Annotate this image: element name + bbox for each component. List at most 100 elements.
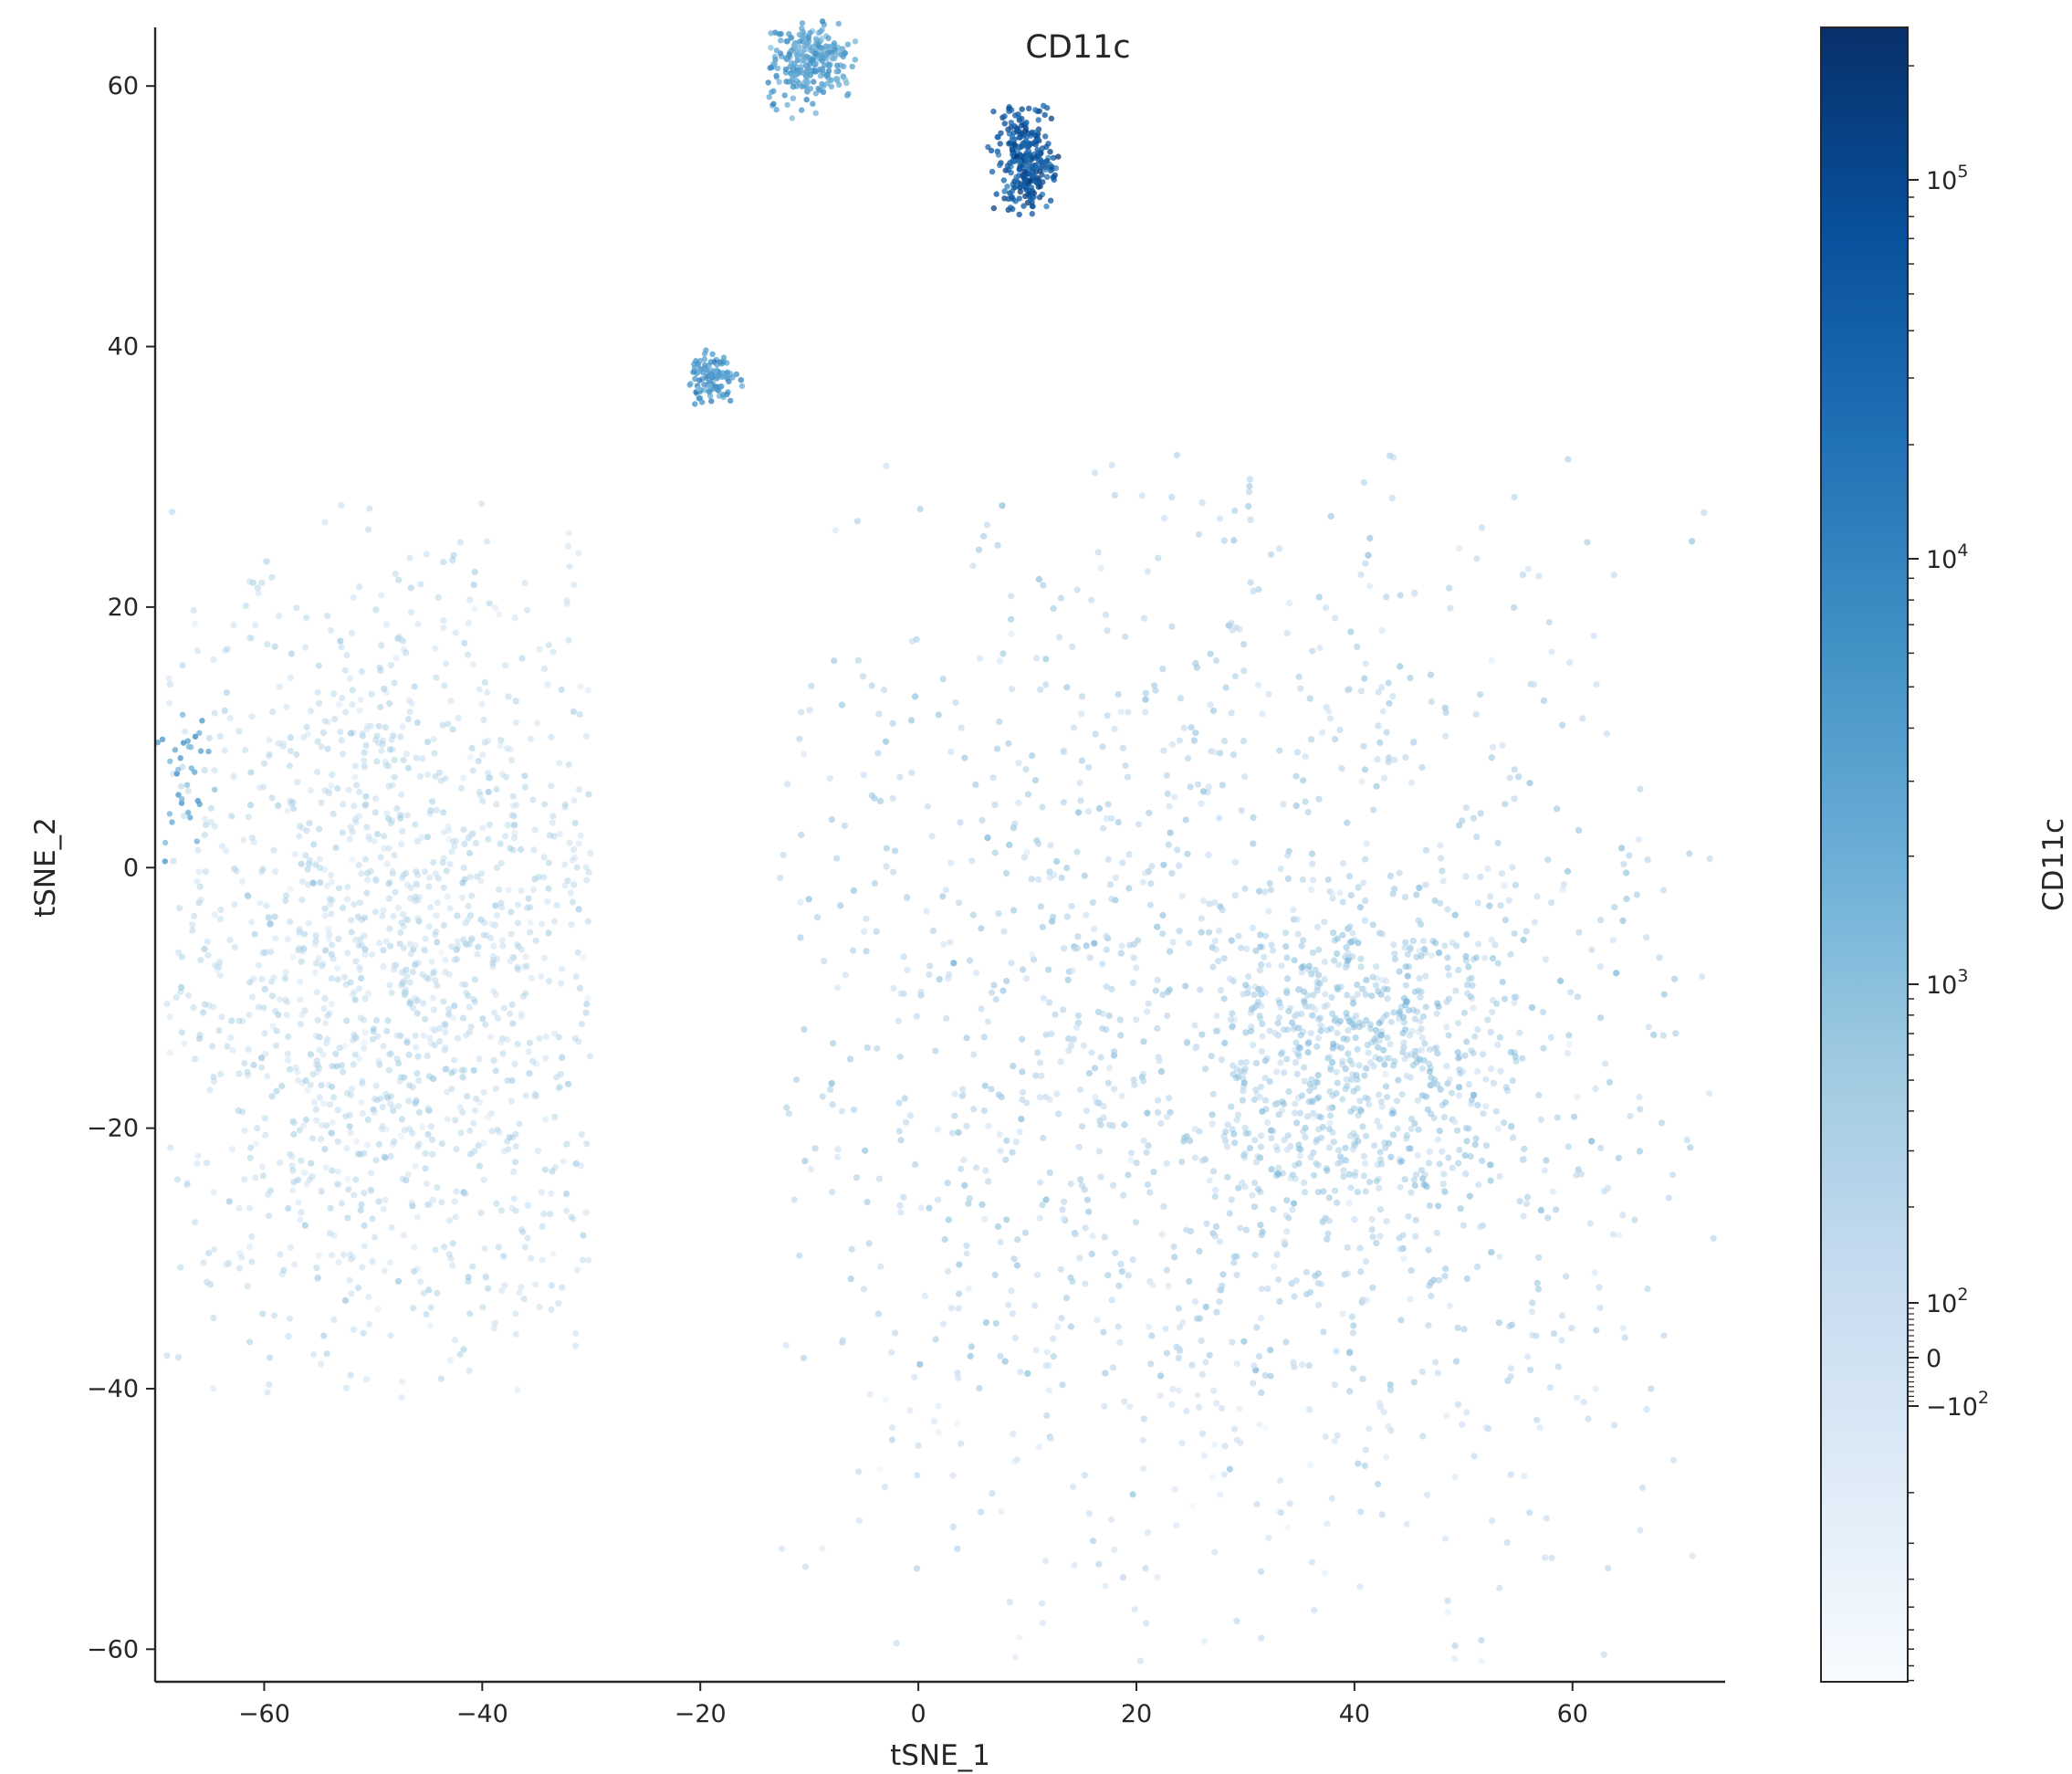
scatter-point: [1554, 1114, 1561, 1121]
scatter-point: [1373, 963, 1380, 971]
scatter-point: [522, 953, 529, 960]
scatter-point: [959, 1092, 967, 1099]
scatter-point: [1243, 945, 1251, 952]
scatter-point: [943, 1014, 950, 1022]
scatter-point: [524, 904, 531, 912]
scatter-point: [440, 625, 447, 632]
scatter-point: [1480, 1110, 1487, 1118]
scatter-point: [1633, 891, 1640, 898]
scatter-point: [1443, 998, 1450, 1005]
scatter-point: [1568, 1325, 1575, 1332]
scatter-point: [358, 870, 365, 877]
scatter-point: [401, 992, 408, 999]
scatter-point: [1524, 565, 1532, 572]
scatter-point: [1472, 710, 1480, 719]
scatter-point: [1415, 1028, 1423, 1035]
scatter-point: [512, 1143, 519, 1150]
scatter-point: [400, 871, 407, 879]
scatter-point: [323, 1035, 331, 1043]
scatter-point: [1198, 915, 1205, 922]
scatter-point: [570, 582, 578, 589]
scatter-point: [399, 827, 406, 835]
scatter-point: [468, 744, 476, 752]
scatter-point: [498, 771, 507, 778]
scatter-point: [1283, 1146, 1291, 1153]
scatter-point: [1355, 1460, 1362, 1467]
scatter-point: [1177, 695, 1184, 702]
scatter-point: [1309, 860, 1316, 867]
scatter-point: [313, 1275, 321, 1283]
scatter-point: [1447, 604, 1454, 612]
scatter-point: [377, 1095, 384, 1102]
scatter-point: [1256, 967, 1263, 974]
scatter-point: [1332, 736, 1339, 743]
scatter-point: [515, 966, 522, 973]
scatter-point: [1102, 1582, 1109, 1590]
scatter-point: [265, 913, 272, 921]
scatter-point: [384, 1017, 392, 1024]
scatter-point: [1251, 991, 1258, 999]
scatter-point: [1631, 1216, 1638, 1223]
scatter-point: [932, 1047, 939, 1055]
scatter-point: [863, 1198, 871, 1206]
scatter-point: [1418, 920, 1425, 929]
scatter-point: [1166, 986, 1173, 993]
scatter-point: [468, 936, 476, 943]
scatter-point: [359, 1080, 366, 1087]
scatter-point: [1005, 740, 1012, 747]
scatter-point: [256, 899, 264, 907]
scatter-point: [801, 1158, 809, 1165]
scatter-point: [304, 1086, 311, 1094]
scatter-point: [1477, 873, 1484, 880]
scatter-point: [1083, 942, 1090, 950]
scatter-point: [1706, 1089, 1713, 1097]
scatter-point: [882, 738, 890, 745]
scatter-point: [1220, 738, 1229, 745]
scatter-point: [413, 719, 421, 727]
scatter-point: [1159, 911, 1167, 919]
scatter-point: [396, 1032, 403, 1039]
scatter-point: [1257, 1568, 1265, 1575]
scatter-point: [896, 1202, 904, 1209]
scatter-point: [1350, 1365, 1357, 1372]
scatter-point: [889, 719, 896, 728]
scatter-point: [1611, 1422, 1618, 1429]
scatter-point: [945, 1216, 952, 1223]
scatter-point: [1543, 1157, 1550, 1164]
scatter-point: [1011, 1334, 1019, 1341]
scatter-point: [540, 854, 548, 861]
scatter-point: [1099, 1024, 1106, 1033]
scatter-point: [522, 1092, 529, 1099]
scatter-point: [1409, 937, 1417, 945]
scatter-point: [430, 1075, 437, 1083]
scatter-point: [1456, 544, 1463, 552]
scatter-point: [1307, 1030, 1314, 1037]
scatter-point: [414, 620, 422, 628]
scatter-point: [430, 970, 437, 977]
scatter-point: [875, 1175, 883, 1182]
scatter-point: [476, 792, 484, 799]
scatter-point: [303, 1181, 310, 1188]
scatter-point: [1528, 1308, 1535, 1316]
scatter-point: [507, 957, 514, 964]
scatter-point: [1314, 1161, 1322, 1169]
scatter-point: [446, 1217, 454, 1224]
scatter-point: [555, 1085, 562, 1092]
scatter-point: [1012, 1139, 1020, 1146]
scatter-point: [883, 863, 890, 870]
scatter-point: [363, 726, 371, 733]
scatter-point: [1125, 885, 1133, 892]
scatter-point: [1082, 1280, 1089, 1287]
scatter-point: [1253, 1324, 1261, 1331]
scatter-point: [499, 1050, 507, 1057]
scatter-point: [235, 1249, 244, 1257]
scatter-point: [398, 981, 405, 989]
scatter-point: [1063, 684, 1071, 691]
scatter-point: [1251, 1096, 1258, 1104]
scatter-point: [818, 1545, 826, 1552]
scatter-point: [1142, 869, 1149, 877]
scatter-point: [1413, 891, 1420, 898]
scatter-point: [1097, 1173, 1104, 1181]
scatter-point: [1116, 1338, 1124, 1346]
scatter-point: [1169, 1385, 1177, 1393]
